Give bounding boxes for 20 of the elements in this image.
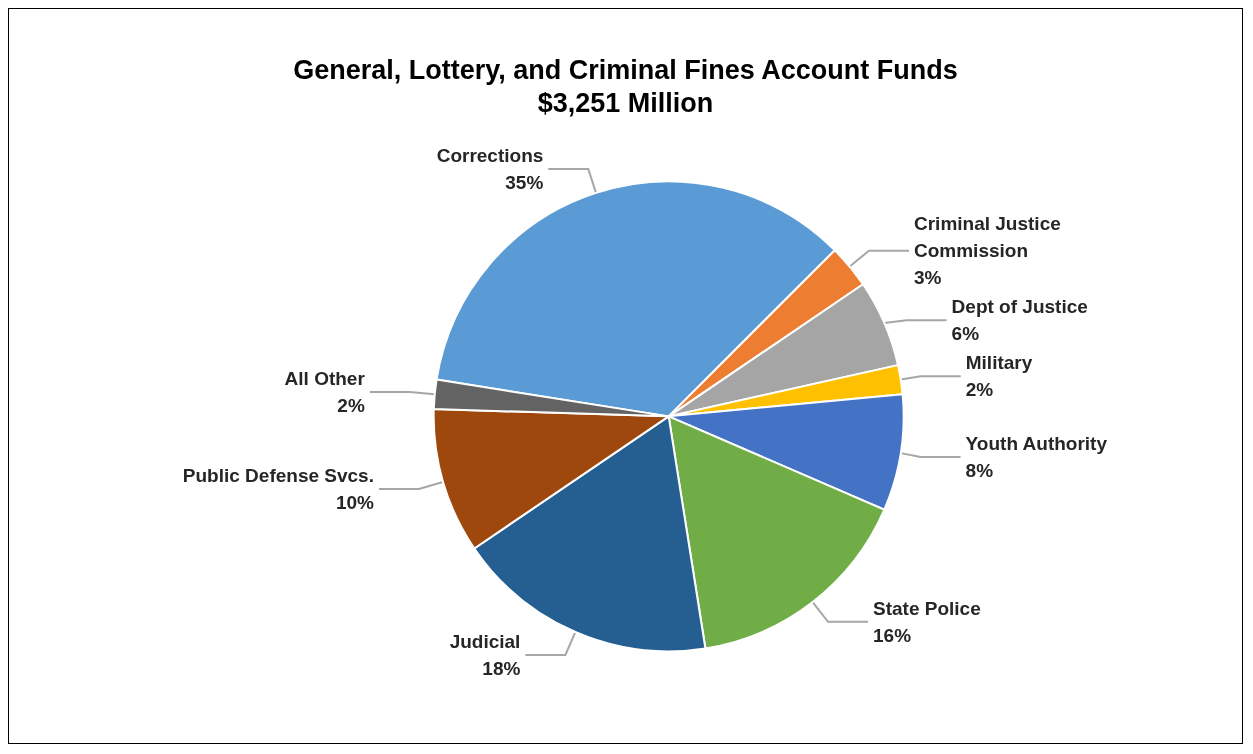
slice-label: State Police [873, 597, 981, 619]
slice-label: Criminal Justice Commission [913, 213, 1061, 262]
data-label: 35% [505, 172, 544, 194]
data-label: 18% [482, 657, 521, 679]
data-label: 6% [951, 323, 980, 345]
slice-label: Corrections [436, 145, 544, 167]
data-label: 2% [337, 394, 365, 416]
slice-label: Public Defense Svcs. [182, 464, 374, 486]
slice-label: Judicial [449, 630, 521, 652]
chart-subtitle: $3,251 Million [537, 87, 714, 118]
slice-label: All Other [284, 367, 366, 389]
data-label: 2% [965, 379, 994, 401]
slice-label: Military [965, 352, 1033, 374]
slice-label: Dept of Justice [951, 296, 1088, 318]
data-label: 3% [913, 267, 942, 289]
data-label: 10% [335, 491, 375, 513]
data-label: 8% [965, 460, 994, 482]
chart-title: General, Lottery, and Criminal Fines Account Funds [293, 54, 958, 85]
slice-label: Youth Authority [965, 433, 1108, 455]
data-label: 16% [873, 624, 912, 646]
